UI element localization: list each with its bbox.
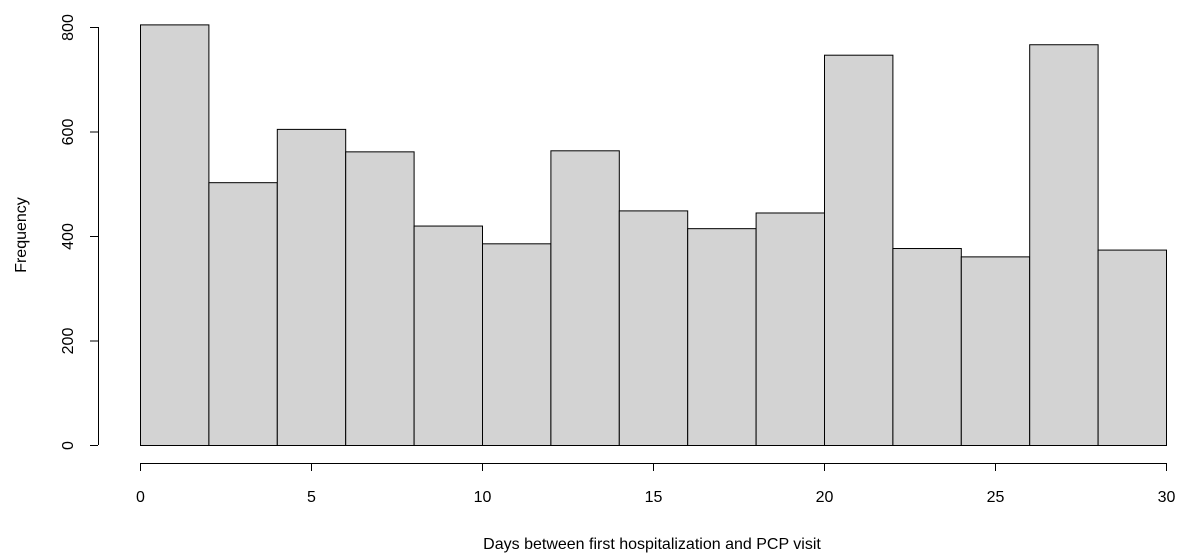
x-axis-title: Days between first hospitalization and P… xyxy=(483,536,821,553)
x-axis: 0 5 10 15 20 25 30 xyxy=(136,463,1176,506)
y-axis-title: Frequency xyxy=(13,197,30,273)
histogram-bar xyxy=(618,210,689,446)
y-tick-label: 0 xyxy=(60,441,77,450)
y-tick-label: 200 xyxy=(60,328,77,355)
histogram-bar xyxy=(755,212,825,446)
histogram-bar xyxy=(482,243,552,446)
histogram-bar xyxy=(276,128,347,446)
x-tick-label: 30 xyxy=(1158,489,1176,506)
y-tick-label: 400 xyxy=(60,223,77,250)
histogram-bars xyxy=(140,24,1167,447)
histogram-bar xyxy=(892,248,962,446)
x-tick-label: 0 xyxy=(136,489,145,506)
histogram-bar xyxy=(1097,249,1167,446)
y-axis: 0 200 400 600 800 xyxy=(60,14,99,450)
y-tick-label: 600 xyxy=(60,119,77,146)
x-tick-label: 5 xyxy=(307,489,316,506)
histogram-bar xyxy=(960,256,1031,446)
histogram-bar xyxy=(208,182,278,446)
x-tick-label: 10 xyxy=(474,489,492,506)
x-tick-label: 20 xyxy=(816,489,834,506)
histogram-bar xyxy=(687,228,757,446)
y-tick-label: 800 xyxy=(60,14,77,41)
histogram-bar xyxy=(1029,44,1099,447)
histogram-bar xyxy=(550,150,620,446)
histogram-bar xyxy=(824,54,894,446)
histogram-bar xyxy=(345,151,415,446)
histogram-bar xyxy=(413,225,484,446)
x-tick-label: 25 xyxy=(987,489,1005,506)
x-tick-label: 15 xyxy=(645,489,663,506)
histogram-bar xyxy=(140,24,210,446)
